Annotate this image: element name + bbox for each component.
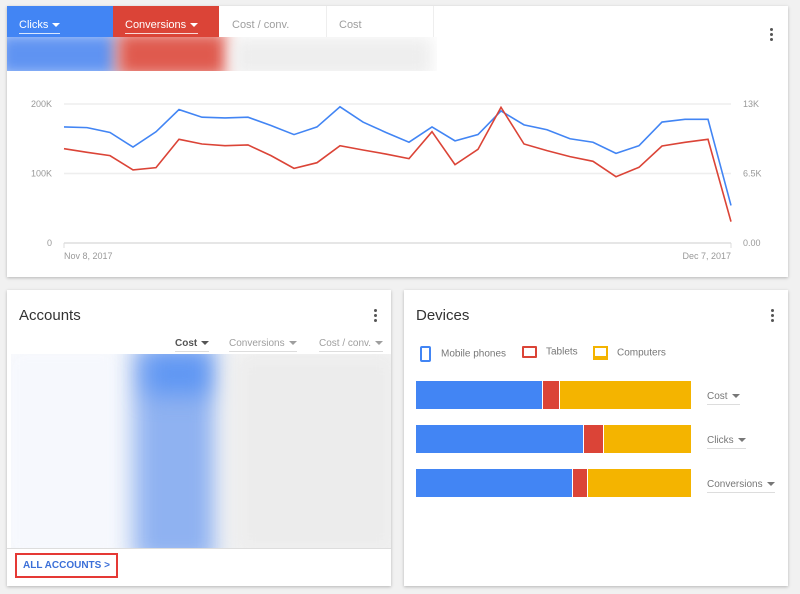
left-axis-tick: 0 xyxy=(47,238,52,248)
all-accounts-link[interactable]: ALL ACCOUNTS > xyxy=(15,553,118,578)
blurred-tab-values xyxy=(7,37,437,71)
tab-label: Cost xyxy=(339,19,362,31)
legend-label: Mobile phones xyxy=(441,348,507,360)
legend-label: Computers xyxy=(617,347,666,359)
bar-segment-mobile xyxy=(416,425,585,453)
x-tick-label: Dec 7, 2017 xyxy=(682,251,731,261)
caret-down-icon xyxy=(375,341,384,346)
device-share-bar xyxy=(416,469,692,497)
phone-icon xyxy=(420,346,431,362)
card-title: Devices xyxy=(416,307,470,324)
series-line-clicks xyxy=(63,105,732,206)
left-axis-tick: 100K xyxy=(31,169,52,179)
tab-label: Cost / conv. xyxy=(232,19,290,31)
caret-down-icon xyxy=(52,23,61,28)
tab-label: Clicks xyxy=(19,19,49,31)
tab-label: Conversions xyxy=(125,19,187,31)
device-share-bar xyxy=(416,381,692,409)
bar-segment-tablets xyxy=(584,425,604,453)
metric-dropdown[interactable]: Clicks xyxy=(707,435,746,449)
column-header-cost[interactable]: Cost xyxy=(175,338,210,352)
right-axis-tick: 6.5K xyxy=(743,169,762,179)
column-header-cost-per-conv[interactable]: Cost / conv. xyxy=(319,338,384,352)
caret-down-icon xyxy=(737,438,746,443)
more-options-icon[interactable] xyxy=(374,309,377,324)
legend-tablets: Tablets xyxy=(522,346,578,358)
more-options-icon[interactable] xyxy=(770,28,773,43)
tablet-icon xyxy=(522,346,537,358)
bar-segment-computers xyxy=(559,381,692,409)
tab-conversions[interactable]: Conversions xyxy=(113,6,219,37)
tab-cost-per-conv[interactable]: Cost / conv. xyxy=(220,6,327,37)
link-label: ALL ACCOUNTS xyxy=(23,560,102,571)
bar-segment-tablets xyxy=(542,381,560,409)
bar-segment-computers xyxy=(603,425,692,453)
caret-down-icon xyxy=(201,341,210,346)
legend-mobile: Mobile phones xyxy=(420,346,506,362)
blurred-accounts-table xyxy=(11,354,391,548)
metric-label: Cost xyxy=(707,391,728,402)
caret-down-icon xyxy=(731,394,740,399)
right-axis-tick: 0.00 xyxy=(743,238,761,248)
metric-label: Conversions xyxy=(707,479,763,490)
series-line-conversions xyxy=(63,105,732,222)
tab-clicks[interactable]: Clicks xyxy=(7,6,113,37)
devices-card: Devices Mobile phones Tablets Computers … xyxy=(404,290,788,586)
chevron-right-icon: > xyxy=(104,560,110,571)
column-label: Cost xyxy=(175,338,198,349)
card-title: Accounts xyxy=(19,307,81,324)
computer-icon xyxy=(593,346,608,360)
accounts-card: Accounts Cost Conversions Cost / conv. A… xyxy=(7,290,391,586)
performance-chart-card: Clicks Conversions Cost / conv. Cost 0 0.… xyxy=(7,6,788,277)
bar-segment-mobile xyxy=(416,381,543,409)
column-header-conversions[interactable]: Conversions xyxy=(229,338,297,352)
card-footer xyxy=(7,548,391,586)
left-axis-tick: 200K xyxy=(31,99,52,109)
caret-down-icon xyxy=(288,341,297,346)
caret-down-icon xyxy=(190,23,199,28)
bar-segment-mobile xyxy=(416,469,574,497)
column-label: Cost / conv. xyxy=(319,338,372,349)
x-tick-label: Nov 8, 2017 xyxy=(64,251,113,261)
bar-segment-computers xyxy=(588,469,692,497)
caret-down-icon xyxy=(766,482,775,487)
tab-cost[interactable]: Cost xyxy=(327,6,434,37)
line-chart: 0 0.00 100K 6.5K 200K 13K Nov 8, 2017 Dec 7, … xyxy=(31,99,762,261)
metric-dropdown[interactable]: Cost xyxy=(707,391,740,405)
more-options-icon[interactable] xyxy=(771,309,774,324)
right-axis-tick: 13K xyxy=(743,99,759,109)
device-share-bar xyxy=(416,425,692,453)
metric-dropdown[interactable]: Conversions xyxy=(707,479,775,493)
legend-computers: Computers xyxy=(593,346,666,360)
legend-label: Tablets xyxy=(546,346,578,358)
metric-label: Clicks xyxy=(707,435,734,446)
column-label: Conversions xyxy=(229,338,285,349)
bar-segment-tablets xyxy=(573,469,589,497)
